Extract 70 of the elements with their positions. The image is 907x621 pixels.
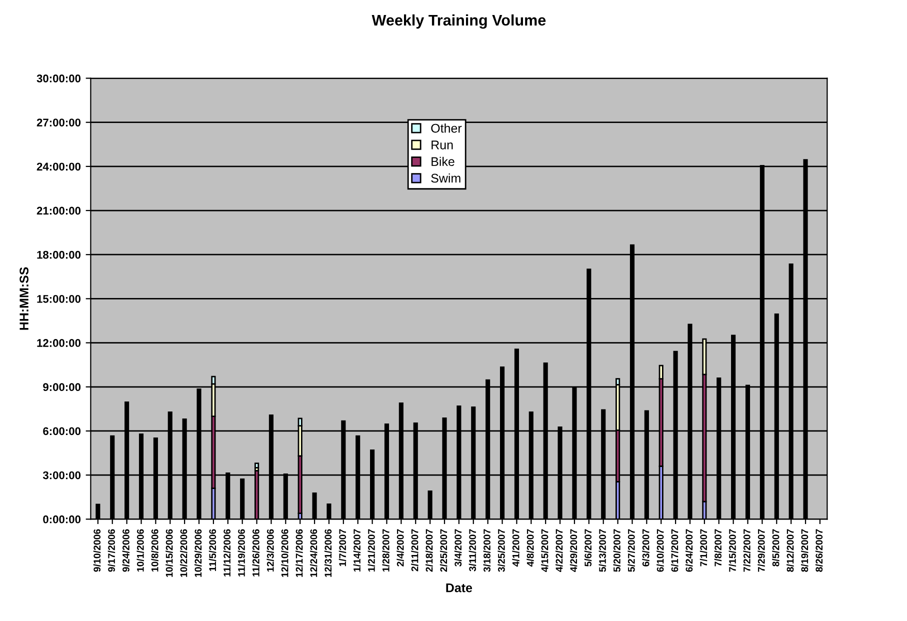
x-tick-label: 10/8/2006 bbox=[151, 529, 158, 572]
x-tick-label: 2/18/2007 bbox=[426, 529, 433, 572]
x-tick-label: 4/29/2007 bbox=[570, 529, 578, 572]
x-tick-label: 3/18/2007 bbox=[483, 529, 491, 572]
chart-title: Weekly Training Volume bbox=[372, 14, 546, 29]
x-tick-label: 6/3/2007 bbox=[642, 529, 650, 566]
x-tick-label: 9/24/2006 bbox=[122, 529, 130, 572]
legend-label: Run bbox=[432, 140, 453, 150]
x-axis-title: Date bbox=[446, 584, 472, 592]
y-tick-label: 24:00:00 bbox=[36, 162, 81, 171]
x-tick-label: 8/26/2007 bbox=[815, 529, 823, 572]
y-tick-label: 6:00:00 bbox=[43, 427, 81, 436]
x-tick-label: 3/25/2007 bbox=[498, 529, 505, 572]
y-tick-label: 30:00:00 bbox=[36, 74, 81, 82]
x-tick-label: 12/31/2006 bbox=[324, 529, 332, 577]
y-tick-label: 21:00:00 bbox=[36, 206, 81, 215]
x-tick-label: 6/17/2007 bbox=[671, 529, 678, 572]
x-tick-label: 10/22/2006 bbox=[180, 529, 188, 577]
x-tick-label: 7/8/2007 bbox=[714, 529, 722, 566]
x-tick-label: 5/6/2007 bbox=[584, 529, 592, 566]
x-tick-label: 11/12/2006 bbox=[223, 529, 231, 576]
x-tick-label: 11/26/2006 bbox=[252, 529, 260, 576]
x-tick-label: 1/28/2007 bbox=[382, 529, 390, 572]
y-tick-label: 18:00:00 bbox=[37, 250, 81, 259]
x-tick-label: 8/12/2007 bbox=[786, 529, 794, 572]
legend-label: Bike bbox=[432, 156, 454, 166]
y-tick-label: 27:00:00 bbox=[36, 118, 81, 126]
x-tick-label: 1/7/2007 bbox=[338, 529, 346, 566]
x-tick-label: 10/29/2006 bbox=[194, 529, 202, 577]
x-tick-label: 3/11/2007 bbox=[468, 529, 476, 572]
x-tick-label: 8/19/2007 bbox=[800, 529, 808, 572]
y-tick-label: 9:00:00 bbox=[43, 383, 81, 392]
y-axis-title: HH:MM:SS bbox=[20, 267, 28, 330]
x-tick-label: 11/5/2006 bbox=[208, 529, 216, 571]
x-tick-label: 2/11/2007 bbox=[411, 529, 418, 572]
x-tick-label: 9/17/2006 bbox=[108, 529, 116, 572]
x-tick-label: 12/10/2006 bbox=[281, 529, 288, 577]
x-tick-label: 2/25/2007 bbox=[440, 529, 448, 572]
legend-label: Other bbox=[431, 124, 462, 133]
x-tick-label: 7/1/2007 bbox=[700, 529, 708, 566]
x-tick-label: 7/29/2007 bbox=[758, 529, 765, 572]
x-tick-label: 4/8/2007 bbox=[526, 529, 534, 567]
x-tick-label: 4/15/2007 bbox=[541, 529, 548, 572]
x-tick-label: 5/20/2007 bbox=[613, 529, 620, 572]
x-tick-label: 11/19/2006 bbox=[238, 529, 246, 576]
x-tick-label: 7/22/2007 bbox=[743, 529, 750, 572]
legend-label: Swim bbox=[431, 173, 460, 183]
x-tick-label: 4/1/2007 bbox=[512, 529, 520, 567]
y-tick-label: 3:00:00 bbox=[42, 471, 81, 480]
x-tick-label: 12/24/2006 bbox=[310, 529, 318, 577]
x-tick-label: 6/24/2007 bbox=[685, 529, 693, 572]
x-tick-label: 6/10/2007 bbox=[656, 529, 664, 572]
x-tick-label: 8/5/2007 bbox=[772, 529, 780, 566]
x-tick-label: 4/22/2007 bbox=[555, 529, 563, 572]
x-tick-label: 9/10/2006 bbox=[93, 529, 101, 572]
x-tick-label: 10/15/2006 bbox=[166, 529, 173, 577]
x-tick-label: 3/4/2007 bbox=[454, 529, 462, 566]
bar bbox=[254, 462, 260, 468]
x-tick-label: 7/15/2007 bbox=[728, 529, 736, 572]
y-tick-label: 0:00:00 bbox=[43, 515, 81, 524]
x-tick-label: 5/13/2007 bbox=[598, 529, 606, 572]
y-tick-label: 12:00:00 bbox=[37, 339, 81, 347]
x-tick-label: 5/27/2007 bbox=[628, 529, 635, 572]
y-tick-label: 15:00:00 bbox=[37, 294, 81, 303]
x-tick-label: 1/14/2007 bbox=[353, 529, 361, 572]
x-tick-label: 1/21/2007 bbox=[368, 529, 376, 572]
x-tick-label: 2/4/2007 bbox=[396, 529, 404, 566]
x-tick-label: 10/1/2006 bbox=[136, 529, 144, 572]
x-tick-label: 12/3/2006 bbox=[266, 529, 274, 572]
x-tick-label: 12/17/2006 bbox=[296, 529, 303, 577]
